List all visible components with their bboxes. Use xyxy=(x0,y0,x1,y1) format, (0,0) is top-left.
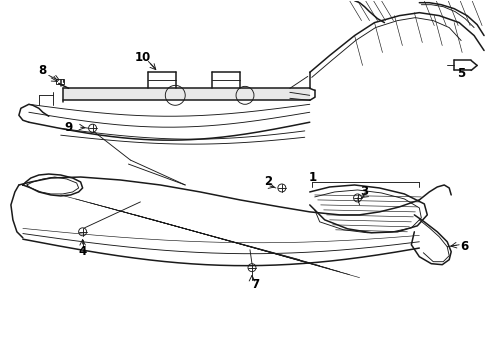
Text: 1: 1 xyxy=(309,171,317,184)
Text: 8: 8 xyxy=(39,64,47,77)
Text: 6: 6 xyxy=(460,240,468,253)
Text: 2: 2 xyxy=(264,175,272,189)
Bar xyxy=(56,80,64,84)
Text: 9: 9 xyxy=(65,121,73,134)
Text: 5: 5 xyxy=(457,67,465,80)
Text: 4: 4 xyxy=(78,245,87,258)
Text: 7: 7 xyxy=(251,278,259,291)
Text: 3: 3 xyxy=(361,185,368,198)
Text: 10: 10 xyxy=(134,51,150,64)
Bar xyxy=(63,88,310,100)
